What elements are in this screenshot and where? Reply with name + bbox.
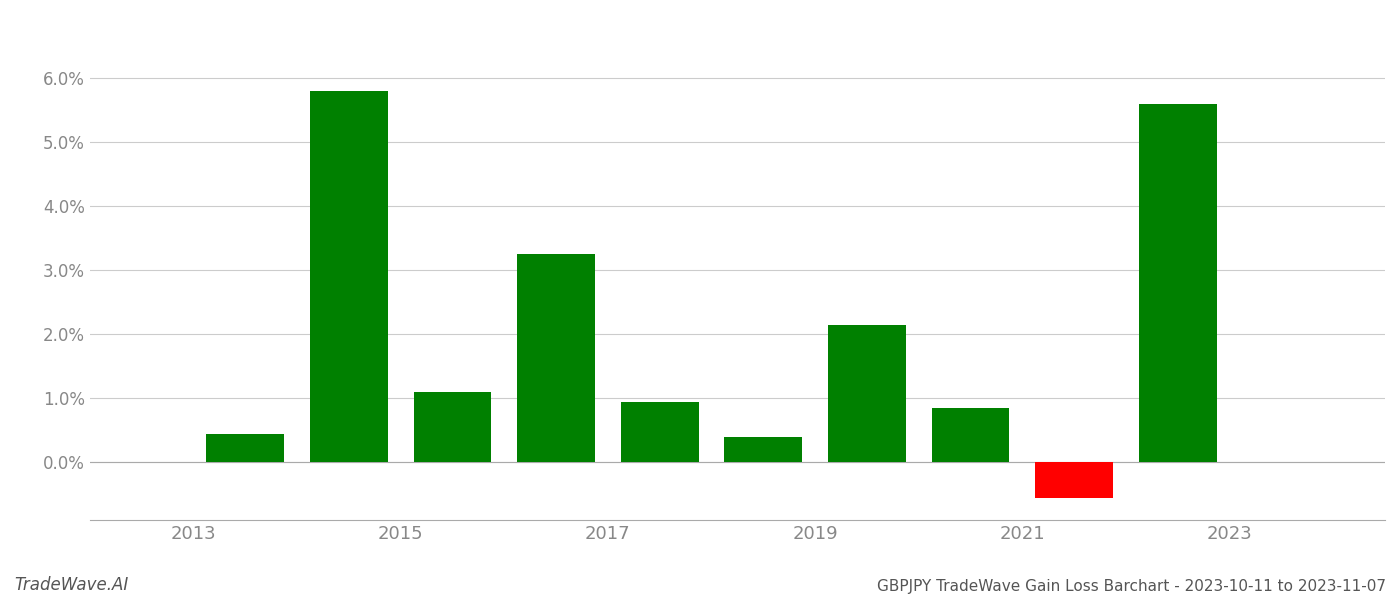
Bar [517,254,595,463]
Bar [309,91,388,463]
Bar [620,401,699,463]
Bar [206,434,284,463]
Text: TradeWave.AI: TradeWave.AI [14,576,129,594]
Text: GBPJPY TradeWave Gain Loss Barchart - 2023-10-11 to 2023-11-07: GBPJPY TradeWave Gain Loss Barchart - 20… [876,579,1386,594]
Bar [1140,104,1217,463]
Bar [413,392,491,463]
Bar [827,325,906,463]
Bar [1036,463,1113,498]
Bar [932,408,1009,463]
Bar [724,437,802,463]
